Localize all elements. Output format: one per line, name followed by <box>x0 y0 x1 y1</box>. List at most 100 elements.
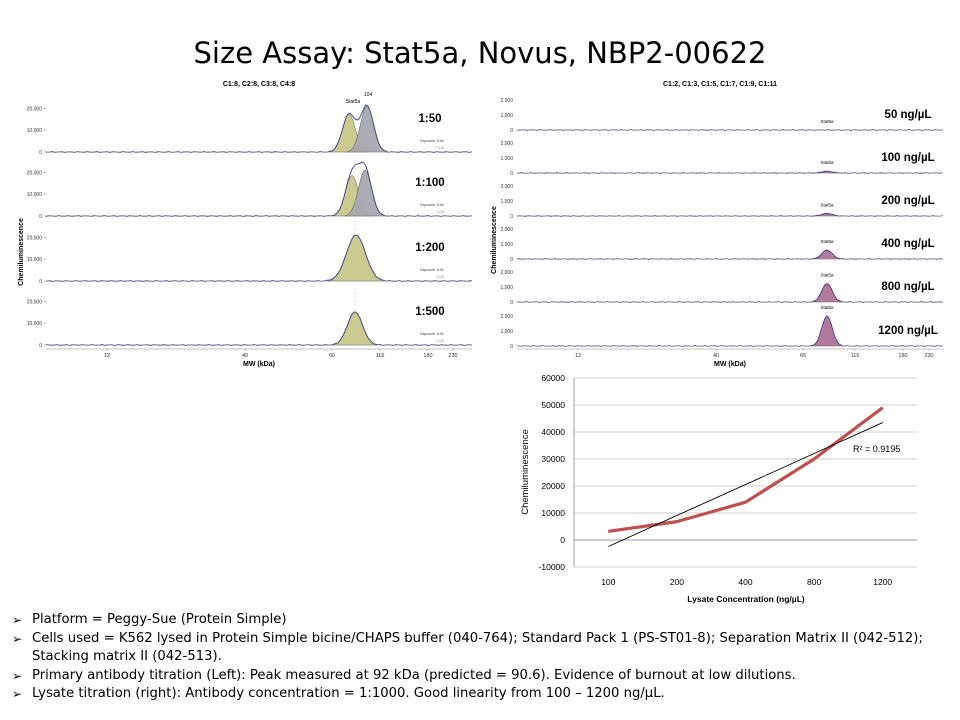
left-y-axis-label: Chemiluminescence <box>18 218 25 286</box>
right-concentration-label: 50 ng/µL <box>885 109 932 121</box>
right-ytick-label: 2,000 <box>500 227 513 233</box>
right-peak-fill <box>811 283 844 303</box>
left-dilution-label: 1:200 <box>415 242 444 254</box>
trend-ytick-label: 10000 <box>541 508 565 518</box>
right-ytick-label: 1,000 <box>500 199 513 205</box>
right-trace-line <box>516 283 944 303</box>
right-ytick-label: 1,000 <box>500 113 513 119</box>
left-ytick-label: 0 <box>39 150 42 156</box>
left-ytick-label: 20,000 <box>27 299 43 305</box>
right-xtick-label: 12 <box>575 353 581 359</box>
right-xtick-label: 180 <box>898 353 907 359</box>
left-peak-fill <box>327 234 385 282</box>
left-ytick-label: 20,000 <box>27 170 43 176</box>
left-ytick-label: 10,000 <box>27 128 43 134</box>
left-xtick-label: 116 <box>376 353 385 359</box>
left-panel-title: C1:8, C2:8, C3:8, C4:8 <box>223 81 295 88</box>
trend-ytick-label: 50000 <box>541 400 565 410</box>
left-trace-line <box>45 234 473 283</box>
note-item: Primary antibody titration (Left): Peak … <box>12 667 942 686</box>
trend-ytick-label: 20000 <box>541 481 565 491</box>
trend-xtick-label: 100 <box>601 577 615 587</box>
left-ytick-label: 0 <box>39 214 42 220</box>
trend-xtick-label: 400 <box>738 577 752 587</box>
left-xtick-label: 12 <box>104 353 110 359</box>
slide-title: Size Assay: Stat5a, Novus, NBP2-00622 <box>193 36 767 70</box>
left-peak-label-104: 104 <box>364 92 373 98</box>
left-xtick-label: 180 <box>423 353 432 359</box>
left-trace-line <box>45 104 473 154</box>
right-ytick-label: 0 <box>510 171 513 177</box>
right-xtick-label: 116 <box>851 353 860 359</box>
trend-ytick-label: 40000 <box>541 427 565 437</box>
right-ytick-label: 0 <box>510 344 513 350</box>
right-x-axis-label: MW (kDa) <box>714 361 746 368</box>
left-xtick-label: 66 <box>329 353 335 359</box>
left-capillary-label: C2:8 <box>436 210 443 214</box>
note-item: Cells used = K562 lysed in Protein Simpl… <box>12 630 942 667</box>
right-xtick-label: 66 <box>800 353 806 359</box>
trend-x-axis-label: Lysate Concentration (ng/µL) <box>687 594 805 604</box>
trend-y-axis-label: Chemiluminescence <box>520 429 531 515</box>
right-ytick-label: 0 <box>510 300 513 306</box>
left-ytick-label: 10,000 <box>27 192 43 198</box>
right-peak-label: Stat5a <box>820 202 834 207</box>
right-trace-line <box>516 249 944 260</box>
trend-ytick-label: 0 <box>560 535 565 545</box>
left-exposure-label: Exposure: 5.0s <box>420 268 444 272</box>
left-ytick-label: 20,000 <box>27 106 43 112</box>
right-ytick-label: 1,000 <box>500 156 513 162</box>
right-panel-title: C1:2, C1:3, C1:5, C1:7, C1:9, C1:11 <box>663 81 777 88</box>
right-concentration-label: 400 ng/µL <box>881 238 934 250</box>
right-ytick-label: 2,000 <box>500 141 513 147</box>
right-ytick-label: 2,000 <box>500 314 513 320</box>
right-peak-fill <box>811 315 843 347</box>
right-ytick-label: 2,000 <box>500 270 513 276</box>
left-dilution-label: 1:500 <box>415 306 444 318</box>
right-xtick-label: 230 <box>924 353 933 359</box>
left-capillary-label: C3:8 <box>436 275 443 279</box>
right-concentration-label: 800 ng/µL <box>881 281 934 293</box>
right-ytick-label: 2,000 <box>500 184 513 190</box>
trend-xtick-label: 200 <box>670 577 684 587</box>
trend-r2-label: R² = 0.9195 <box>853 444 900 454</box>
right-ytick-label: 2,000 <box>500 98 513 104</box>
right-xtick-label: 40 <box>713 353 719 359</box>
left-ytick-label: 0 <box>39 279 42 285</box>
trend-ytick-label: -10000 <box>539 562 566 572</box>
left-ytick-label: 10,000 <box>27 257 43 263</box>
note-item: Platform = Peggy-Sue (Protein Simple) <box>12 611 942 630</box>
left-ytick-label: 10,000 <box>27 321 43 327</box>
right-peak-label: Stat5a <box>820 239 834 244</box>
notes-list: Platform = Peggy-Sue (Protein Simple) Ce… <box>12 611 942 704</box>
left-dilution-label: 1:50 <box>418 113 441 125</box>
left-exposure-label: Exposure: 5.0s <box>420 139 444 143</box>
left-peak-label-stat5a: Stat5a <box>346 99 361 105</box>
right-ytick-label: 0 <box>510 128 513 134</box>
charts-canvas: C1:8, C2:8, C3:8, C4:8 20,000 10,000 0 1:50 E… <box>18 81 944 604</box>
trend-ytick-label: 30000 <box>541 454 565 464</box>
left-ytick-label: 0 <box>39 343 42 349</box>
left-dilution-label: 1:100 <box>415 177 444 189</box>
left-x-axis-label: MW (kDa) <box>243 361 275 368</box>
left-capillary-label: C4:8 <box>436 339 443 343</box>
left-trace-line <box>45 311 473 347</box>
left-capillary-label: C1:8 <box>436 146 443 150</box>
right-concentration-label: 200 ng/µL <box>881 195 934 207</box>
right-ytick-label: 1,000 <box>500 285 513 291</box>
left-trace-line <box>45 161 473 218</box>
trend-fit-line <box>608 422 883 547</box>
right-ytick-label: 0 <box>510 257 513 263</box>
right-peak-label: Stat5a <box>820 160 834 165</box>
right-peak-label: Stat5a <box>820 305 834 310</box>
left-ytick-label: 20,000 <box>27 235 43 241</box>
left-exposure-label: Exposure: 5.0s <box>420 332 444 336</box>
trend-xtick-label: 1200 <box>873 577 892 587</box>
right-ytick-label: 1,000 <box>500 329 513 335</box>
left-xtick-label: 230 <box>448 353 457 359</box>
trend-xtick-label: 800 <box>807 577 821 587</box>
left-exposure-label: Exposure: 5.0s <box>420 203 444 207</box>
right-peak-label: Stat5a <box>820 119 834 124</box>
right-ytick-label: 0 <box>510 214 513 220</box>
trend-ytick-label: 60000 <box>541 373 565 383</box>
